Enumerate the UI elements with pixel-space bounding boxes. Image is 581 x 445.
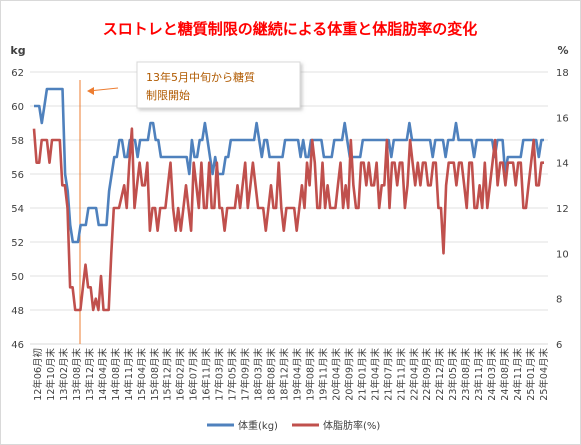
x-tick-label: 13年08月末: [71, 348, 83, 401]
series-line-bodyfat: [32, 127, 544, 312]
legend: 体重(kg) 体脂肪率(%): [207, 419, 380, 432]
legend-label-bodyfat: 体脂肪率(%): [323, 419, 380, 432]
x-tick-label: 13年12月末: [84, 348, 96, 401]
y-left-tick-label: 56: [11, 170, 24, 181]
x-tick-label: 23年05月末: [447, 348, 459, 401]
legend-label-weight: 体重(kg): [238, 419, 278, 432]
x-tick-label: 18年12月末: [279, 348, 291, 401]
annotation-text-line2: 制限開始: [146, 88, 190, 102]
x-tick-label: 24年03月末: [486, 348, 498, 401]
y-left-ticks: 46 48 50 52 54 56 58 60 62: [11, 68, 24, 351]
x-tick-label: 15年04月末: [136, 348, 148, 401]
y-left-tick-label: 54: [11, 204, 24, 215]
x-tick-label: 13年02月末: [58, 348, 70, 401]
x-tick-label: 20年04月末: [330, 348, 342, 401]
x-tick-label: 25年01月末: [525, 348, 537, 401]
x-tick-label: 14年04月末: [97, 348, 109, 401]
x-tick-label: 18年03月末: [253, 348, 265, 401]
x-tick-label: 24年08月末: [499, 348, 511, 401]
x-tick-label: 24年11月末: [512, 348, 524, 401]
x-tick-label: 16年07月末: [188, 348, 200, 401]
y-right-unit: %: [557, 44, 568, 57]
y-left-tick-label: 50: [11, 272, 24, 283]
x-tick-label: 17年03月末: [214, 348, 226, 401]
y-left-unit: kg: [10, 44, 25, 57]
x-tick-label: 18年08月末: [266, 348, 278, 401]
chart-title: スロトレと糖質制限の継続による体重と体脂肪率の変化: [103, 20, 478, 38]
x-tick-label: 22年09月末: [421, 348, 433, 401]
y-right-tick-label: 18: [556, 68, 569, 79]
y-left-tick-label: 60: [11, 102, 24, 113]
x-tick-label: 22年12月末: [434, 348, 446, 401]
x-ticks: 12年06月初 12年10月末 13年02月末 13年08月末 13年12月末 14年04…: [32, 348, 550, 401]
x-tick-label: 21年04月末: [369, 348, 381, 401]
y-right-tick-label: 16: [556, 113, 569, 124]
y-right-tick-label: 14: [556, 159, 569, 170]
y-right-ticks: 6 8 10 12 14 16 18: [556, 68, 569, 351]
x-tick-label: 12年10月末: [45, 348, 57, 401]
x-tick-label: 16年02月末: [175, 348, 187, 401]
x-tick-label: 20年09月末: [343, 348, 355, 401]
x-tick-label: 15年08月末: [149, 348, 161, 401]
x-tick-label: 17年09月末: [240, 348, 252, 401]
x-tick-label: 17年05月末: [227, 348, 239, 401]
y-left-tick-label: 58: [11, 136, 24, 147]
x-tick-label: 16年11月末: [201, 348, 213, 401]
x-tick-label: 23年08月末: [460, 348, 472, 401]
x-tick-label: 15年12月末: [162, 348, 174, 401]
annotation-arrowhead: [87, 87, 94, 95]
series-line-weight: [34, 87, 544, 244]
annotation-box: 13年5月中旬から糖質 制限開始: [87, 61, 301, 109]
y-right-tick-label: 8: [556, 295, 562, 306]
annotation-text-line1: 13年5月中旬から糖質: [146, 70, 255, 84]
y-left-tick-label: 62: [11, 68, 24, 79]
x-tick-label: 21年01月末: [356, 348, 368, 401]
x-tick-label: 12年06月初: [32, 348, 44, 401]
x-tick-label: 19年04月末: [291, 348, 303, 401]
y-right-tick-label: 12: [556, 204, 569, 215]
x-tick-label: 14年11月末: [123, 348, 135, 401]
x-tick-label: 23年11月末: [473, 348, 485, 401]
y-right-tick-label: 10: [556, 249, 569, 260]
x-tick-label: 19年08月末: [304, 348, 316, 401]
x-tick-label: 25年04月末: [538, 348, 550, 401]
annotation-rect: [136, 61, 301, 109]
y-left-tick-label: 48: [11, 306, 24, 317]
y-left-tick-label: 52: [11, 238, 24, 249]
x-tick-label: 22年04月末: [408, 348, 420, 401]
y-left-tick-label: 46: [11, 340, 24, 351]
series-layer: [32, 87, 544, 312]
x-tick-label: 21年07月末: [382, 348, 394, 401]
x-tick-label: 21年11月末: [395, 348, 407, 401]
x-tick-label: 14年08月末: [110, 348, 122, 401]
y-right-tick-label: 6: [556, 340, 562, 351]
x-tick-label: 19年11月末: [317, 348, 329, 401]
